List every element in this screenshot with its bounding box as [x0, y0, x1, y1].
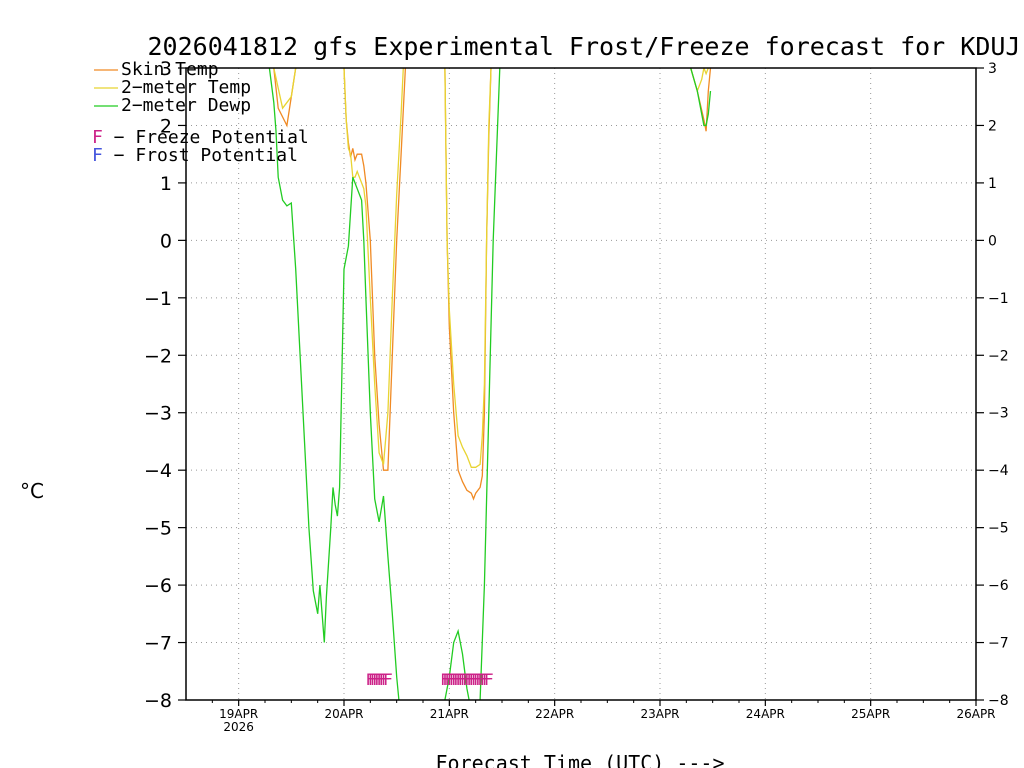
legend-label: 2−meter Dewp: [121, 95, 251, 116]
chart-title: 2026041812 gfs Experimental Frost/Freeze…: [148, 32, 1021, 61]
y-tick-label: 1: [160, 173, 172, 195]
y-axis-label: °C: [20, 479, 44, 503]
y-tick-label: 3: [160, 58, 172, 80]
x-tick-label: 24APR: [746, 707, 785, 721]
freeze-mark: F: [447, 670, 457, 689]
freeze-mark: F: [449, 670, 459, 689]
series-2-meter-temp: [273, 68, 709, 468]
freeze-mark: F: [451, 670, 461, 689]
x-tick-label: 25APR: [851, 707, 890, 721]
x-tick-label: 21APR: [430, 707, 469, 721]
freeze-mark: F: [464, 670, 474, 689]
freeze-mark: F: [376, 670, 386, 689]
freeze-mark: F: [379, 670, 389, 689]
freeze-mark: F: [473, 670, 483, 689]
freeze-mark: F: [466, 670, 476, 689]
freeze-mark: F: [462, 670, 472, 689]
freeze-mark: F: [484, 670, 494, 689]
freeze-mark: F: [370, 670, 380, 689]
freeze-mark: F: [381, 670, 391, 689]
y-tick-label: −1: [144, 288, 172, 310]
y-tick-label-right: 3: [988, 61, 997, 77]
y-tick-label-right: −5: [988, 521, 1009, 537]
y-tick-label: −7: [144, 633, 172, 655]
freeze-mark: F: [453, 670, 463, 689]
freeze-mark: F: [455, 670, 465, 689]
y-tick-label: −4: [144, 460, 172, 482]
y-tick-label-right: −1: [988, 291, 1009, 307]
y-tick-label: −6: [144, 575, 172, 597]
plot-frame: [185, 67, 977, 701]
x-tick-label: 26APR: [956, 707, 995, 721]
freeze-mark: F: [368, 670, 378, 689]
legend-potential: F − Freeze Potential: [92, 127, 309, 148]
x-tick-label: 23APR: [640, 707, 679, 721]
y-tick-label-right: 2: [988, 118, 997, 134]
x-tick-label: 22APR: [535, 707, 574, 721]
series-2-meter-dewp: [268, 68, 712, 700]
legend-label: 2−meter Temp: [121, 77, 251, 98]
y-tick-label: −2: [144, 345, 172, 367]
freeze-mark: F: [372, 670, 382, 689]
freeze-mark: F: [442, 670, 452, 689]
freeze-mark: F: [445, 670, 455, 689]
x-axis-label: Forecast Time (UTC) --->: [436, 751, 725, 768]
y-tick-label: −3: [144, 403, 172, 425]
freeze-mark: F: [469, 670, 479, 689]
freeze-mark: F: [458, 670, 468, 689]
freeze-mark: F: [383, 670, 393, 689]
freeze-mark: F: [471, 670, 481, 689]
freeze-mark: F: [374, 670, 384, 689]
y-tick-label-right: −3: [988, 406, 1009, 422]
legend-label: Skin Temp: [121, 59, 219, 80]
y-tick-label: −8: [144, 690, 172, 712]
y-tick-label-right: −4: [988, 463, 1009, 479]
y-tick-label-right: −2: [988, 348, 1009, 364]
y-tick-label-right: −7: [988, 636, 1009, 652]
y-tick-label-right: −6: [988, 578, 1009, 594]
series-lines: [268, 68, 712, 700]
y-axis-ticks: −8 −8 −7 −7 −6 −6 −5 −5 −4 −4 −3 −3 −2 −2 −1 −1 0 0 1 1 2 2 3 3: [144, 58, 1009, 712]
x-tick-sublabel: 2026: [223, 720, 254, 734]
y-tick-label: −5: [144, 518, 172, 540]
freeze-mark: F: [477, 670, 487, 689]
freeze-mark: F: [480, 670, 490, 689]
x-tick-label: 19APR: [219, 707, 258, 721]
legend-potential: F − Frost Potential: [92, 145, 298, 166]
x-tick-label: 20APR: [324, 707, 363, 721]
series-skin-temp: [273, 68, 712, 501]
grid-lines: [186, 68, 976, 700]
y-tick-label-right: −8: [988, 693, 1009, 709]
y-tick-label-right: 0: [988, 233, 997, 249]
freeze-mark: F: [440, 670, 450, 689]
freeze-mark: F: [366, 670, 376, 689]
y-tick-label: 2: [160, 115, 172, 137]
freeze-mark: F: [460, 670, 470, 689]
y-tick-label-right: 1: [988, 176, 997, 192]
freeze-mark: F: [475, 670, 485, 689]
y-tick-label: 0: [160, 230, 172, 252]
freeze-mark: F: [482, 670, 492, 689]
